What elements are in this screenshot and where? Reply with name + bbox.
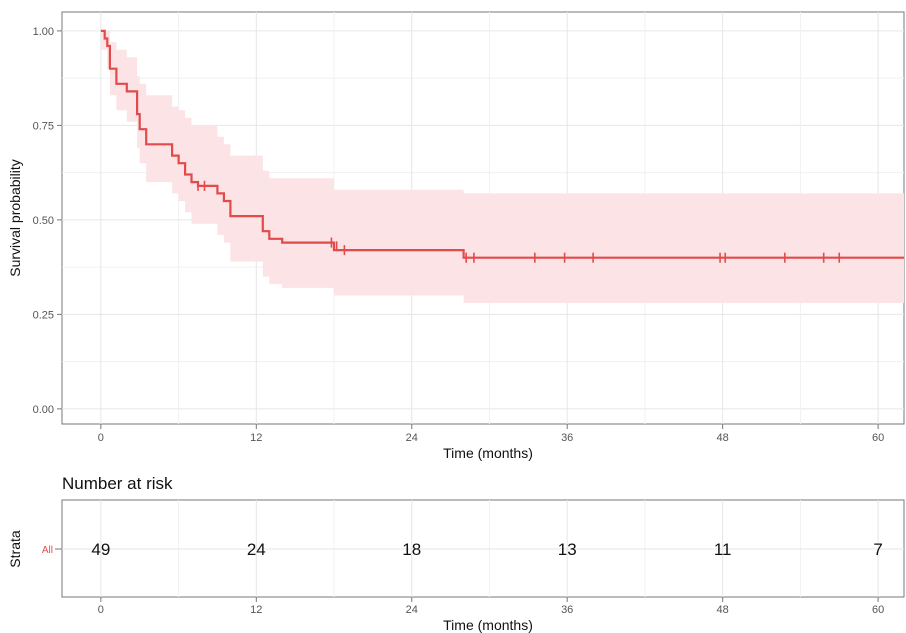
risk-table-gridlines	[62, 500, 904, 597]
risk-table-title: Number at risk	[62, 474, 173, 493]
x-tick-label: 0	[98, 432, 104, 444]
y-tick-label: 0.00	[33, 404, 54, 416]
risk-table: Number at risk Strata All 49 24 18 13 11 7 0 1…	[7, 474, 905, 633]
risk-count: 49	[91, 540, 110, 559]
y-axis-title: Survival probability	[7, 159, 23, 277]
x-tick-label: 24	[406, 432, 418, 444]
survival-curve	[100, 29, 904, 259]
risk-x-tick-label: 36	[561, 604, 573, 616]
y-tick-label: 0.50	[33, 215, 54, 227]
censor-marks	[197, 180, 841, 263]
risk-counts: 49 24 18 13 11 7	[91, 540, 882, 559]
risk-table-y-title: Strata	[7, 530, 23, 568]
x-tick-label: 60	[872, 432, 884, 444]
y-axis-ticks: 0.00 0.25 0.50 0.75 1.00	[33, 26, 62, 416]
y-tick-label: 0.75	[33, 120, 54, 132]
risk-count: 13	[558, 540, 577, 559]
risk-x-axis-title: Time (months)	[443, 617, 533, 633]
risk-count: 11	[714, 540, 732, 559]
risk-x-tick-label: 60	[872, 604, 884, 616]
risk-count: 18	[402, 540, 421, 559]
x-axis-title: Time (months)	[443, 445, 533, 461]
x-tick-label: 12	[250, 432, 262, 444]
risk-count: 7	[873, 540, 882, 559]
risk-x-tick-label: 0	[98, 604, 104, 616]
risk-x-tick-label: 24	[406, 604, 418, 616]
x-tick-label: 48	[717, 432, 729, 444]
x-tick-label: 36	[561, 432, 573, 444]
risk-count: 24	[247, 540, 266, 559]
y-tick-label: 1.00	[33, 26, 54, 38]
confidence-band	[100, 30, 904, 304]
risk-x-tick-label: 48	[717, 604, 729, 616]
survival-plot-panel: 0.00 0.25 0.50 0.75 1.00 0 12 24 36 48 60 Time (m…	[7, 11, 905, 461]
risk-x-axis-ticks: 0 12 24 36 48 60	[98, 597, 884, 616]
risk-x-tick-label: 12	[250, 604, 262, 616]
x-axis-ticks: 0 12 24 36 48 60	[98, 424, 884, 444]
y-tick-label: 0.25	[33, 309, 54, 321]
strata-label: All	[42, 545, 53, 556]
